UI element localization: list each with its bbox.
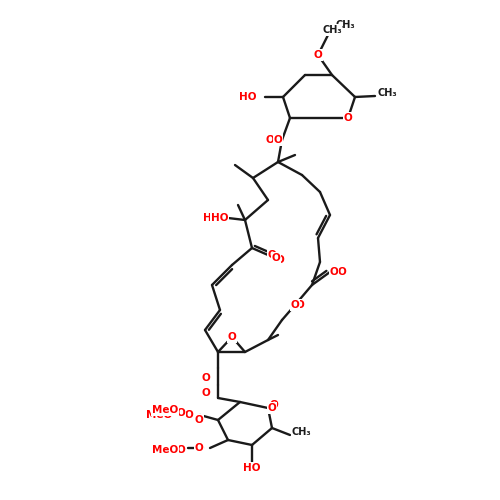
Text: O: O bbox=[275, 255, 284, 265]
Text: O: O bbox=[344, 113, 352, 123]
Text: O: O bbox=[201, 373, 210, 383]
Text: MeO: MeO bbox=[152, 445, 178, 455]
Text: O: O bbox=[296, 300, 304, 310]
Text: O: O bbox=[265, 135, 274, 145]
Text: O: O bbox=[176, 445, 185, 455]
Text: HO: HO bbox=[240, 92, 257, 102]
Text: O: O bbox=[201, 373, 210, 383]
Text: HO: HO bbox=[210, 213, 228, 223]
Text: O: O bbox=[272, 253, 281, 263]
Text: MeO: MeO bbox=[146, 410, 172, 420]
Text: O: O bbox=[344, 113, 352, 123]
Text: O: O bbox=[314, 50, 322, 60]
Text: O: O bbox=[270, 400, 279, 410]
Text: O: O bbox=[201, 388, 210, 398]
Text: MeO: MeO bbox=[152, 405, 178, 415]
Text: CH₃: CH₃ bbox=[335, 20, 354, 30]
Text: O: O bbox=[228, 332, 236, 342]
Text: O: O bbox=[194, 443, 203, 453]
Text: O: O bbox=[338, 267, 347, 277]
Text: O: O bbox=[228, 332, 236, 342]
Text: O: O bbox=[176, 408, 185, 418]
Text: O: O bbox=[273, 135, 282, 145]
Text: O: O bbox=[184, 410, 193, 420]
Text: CH₃: CH₃ bbox=[322, 25, 342, 35]
Text: HO: HO bbox=[243, 463, 261, 473]
Text: HO: HO bbox=[243, 465, 261, 475]
Text: O: O bbox=[314, 50, 322, 60]
Text: O: O bbox=[330, 267, 339, 277]
Text: HO: HO bbox=[202, 213, 220, 223]
Text: O: O bbox=[194, 415, 203, 425]
Text: O: O bbox=[201, 388, 210, 398]
Text: CH₃: CH₃ bbox=[292, 427, 312, 437]
Text: O: O bbox=[268, 403, 277, 413]
Text: CH₃: CH₃ bbox=[378, 88, 398, 98]
Text: O: O bbox=[194, 443, 203, 453]
Text: O: O bbox=[290, 300, 300, 310]
Text: O: O bbox=[268, 250, 277, 260]
Text: HO: HO bbox=[240, 92, 257, 102]
